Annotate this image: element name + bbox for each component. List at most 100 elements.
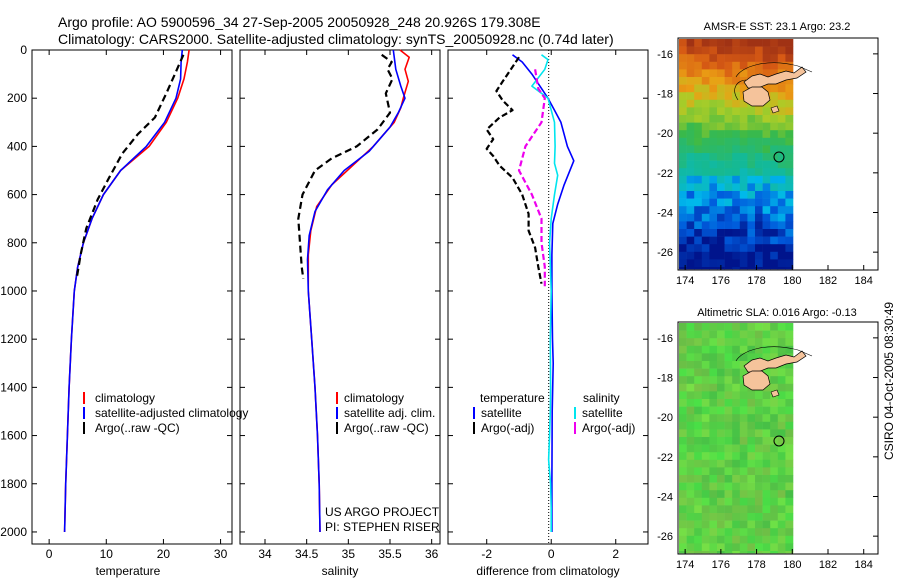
salinity-xlabel: salinity [322, 564, 359, 578]
vanua-levu-island [743, 66, 807, 89]
map-cell [732, 61, 741, 70]
map-cell [724, 459, 733, 468]
map-cell [777, 130, 786, 139]
map-cell [770, 267, 779, 270]
map-cell [747, 475, 756, 483]
map-x-tick-label: 180 [783, 275, 801, 287]
map-cell [755, 267, 763, 270]
map-cell [694, 406, 703, 415]
map-cell [701, 198, 710, 207]
map-cell [770, 191, 779, 199]
map-cell [785, 528, 794, 537]
map-cell [686, 452, 695, 461]
map-cell [701, 137, 710, 146]
map-cell [709, 444, 718, 453]
map-cell [717, 497, 725, 506]
map-cell [701, 122, 710, 131]
map-cell [686, 406, 695, 415]
map-cell [701, 543, 710, 552]
map-cell [717, 236, 725, 245]
map-cell [770, 497, 779, 506]
map-cell [701, 61, 710, 70]
map-cell [709, 391, 718, 400]
map-cell [732, 160, 741, 169]
map-cell [747, 467, 756, 476]
map-cell [701, 99, 710, 108]
map-cell [694, 368, 703, 377]
map-cell [755, 244, 763, 253]
map-cell [777, 175, 786, 184]
map-cell [709, 497, 718, 506]
map-cell [686, 251, 695, 260]
map-cell [785, 153, 794, 161]
map-cell [747, 175, 756, 184]
map-cell [777, 267, 786, 270]
map-cell [679, 376, 687, 385]
map-cell [770, 399, 779, 407]
map-cell [679, 361, 687, 369]
map-cell [777, 145, 786, 154]
map-cell [755, 406, 763, 415]
map-cell [732, 452, 741, 461]
map-cell [694, 213, 703, 222]
map-cell [739, 513, 748, 521]
map-cell [686, 497, 695, 506]
y-tick-label: 0 [20, 43, 27, 57]
map-cell [686, 376, 695, 385]
map-cell [717, 421, 725, 430]
map-y-tick-label: -26 [657, 531, 673, 543]
sla-map: Altimetric SLA: 0.016 Argo: -0.13 174 176… [657, 307, 879, 571]
map-cell [679, 543, 687, 552]
map-cell [755, 437, 763, 445]
map-cell [717, 92, 725, 101]
map-cell [686, 122, 695, 131]
map-cell [724, 429, 733, 438]
map-cell [679, 259, 687, 268]
map-cell [747, 444, 756, 453]
map-cell [679, 236, 687, 245]
map-cell [694, 259, 703, 268]
map-cell [762, 251, 771, 260]
map-cell [747, 130, 756, 139]
map-cell [777, 191, 786, 199]
map-cell [717, 160, 725, 169]
map-cell [679, 338, 687, 347]
map-cell [709, 376, 718, 385]
map-cell [686, 160, 695, 169]
map-cell [732, 84, 741, 93]
map-cell [679, 520, 687, 529]
map-cell [679, 330, 687, 339]
map-cell [686, 429, 695, 438]
map-cell [747, 414, 756, 423]
map-cell [785, 345, 794, 354]
map-cell [770, 84, 779, 93]
map-cell [785, 421, 794, 430]
map-cell [777, 497, 786, 506]
map-cell [755, 229, 763, 237]
series-line-satellite [63, 49, 184, 533]
y-tick-label: 400 [7, 139, 27, 153]
map-cell [762, 535, 771, 544]
map-cell [686, 323, 695, 331]
map-cell [701, 421, 710, 430]
map-cell [777, 399, 786, 407]
map-cell [770, 61, 779, 70]
map-cell [732, 361, 741, 369]
map-cell [724, 267, 733, 270]
map-cell [717, 54, 725, 63]
map-cell [777, 520, 786, 529]
map-cell [701, 229, 710, 237]
map-cell [694, 251, 703, 260]
map-cell [694, 46, 703, 55]
map-cell [701, 383, 710, 392]
map-cell [770, 92, 779, 101]
map-cell [762, 267, 771, 270]
map-cell [679, 39, 687, 47]
map-cell [770, 535, 779, 544]
map-cell [762, 429, 771, 438]
map-cell [694, 437, 703, 445]
map-cell [777, 414, 786, 423]
series-line-climatology [63, 49, 190, 533]
map-cell [701, 267, 710, 270]
map-cell [709, 437, 718, 445]
